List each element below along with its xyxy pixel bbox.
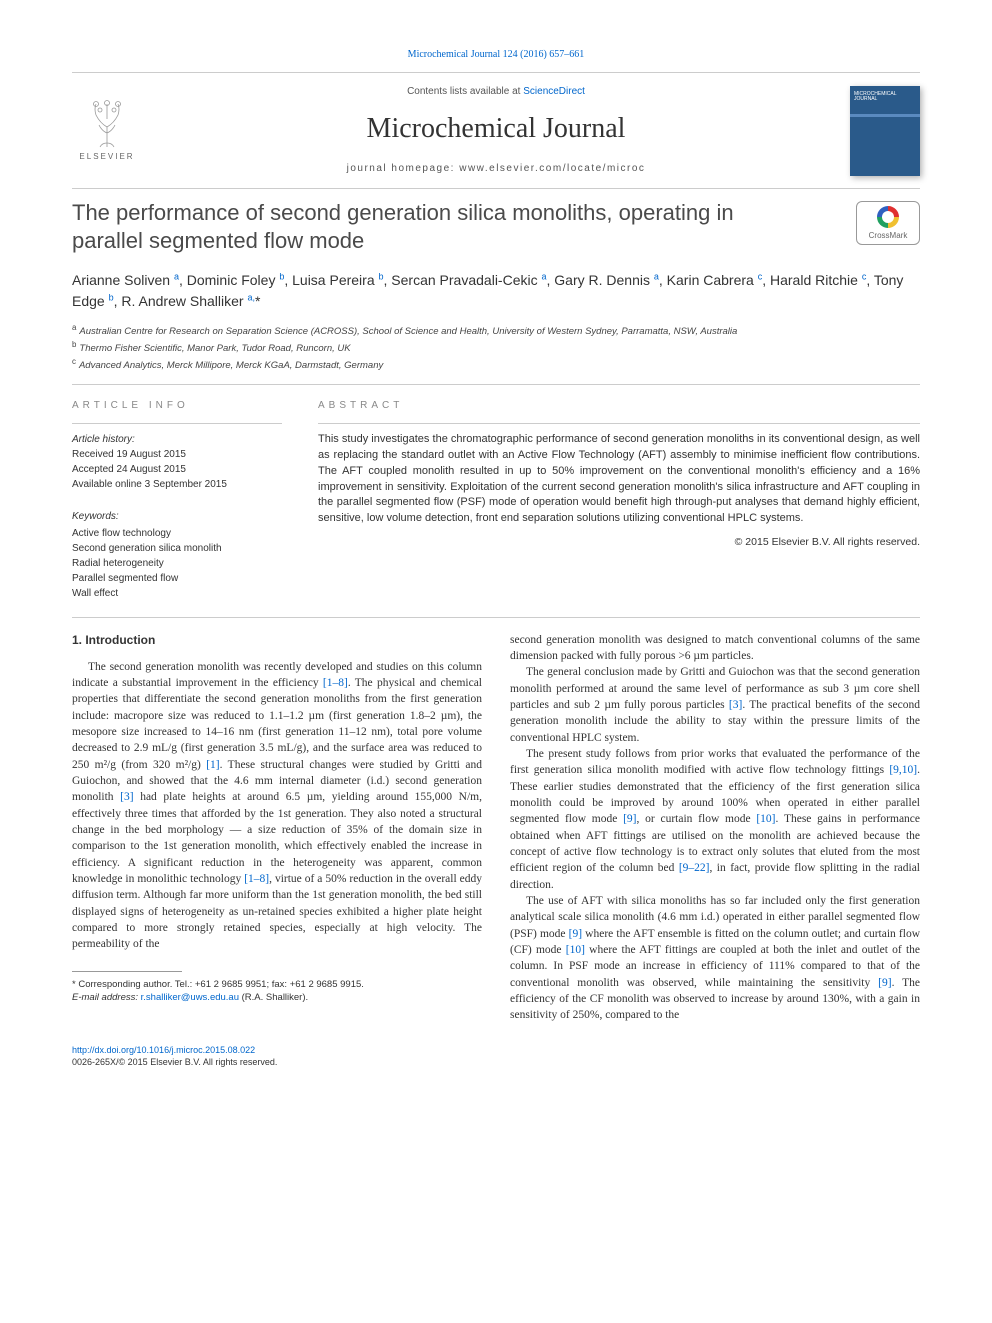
divider-info [72, 423, 282, 424]
running-head-citation: Microchemical Journal 124 (2016) 657–661 [72, 48, 920, 62]
keyword-item: Active flow technology [72, 526, 282, 541]
contents-lists-line: Contents lists available at ScienceDirec… [142, 85, 850, 99]
crossmark-icon [877, 206, 899, 228]
footnote-email-line: E-mail address: r.shalliker@uws.edu.au (… [72, 991, 482, 1004]
keyword-item: Wall effect [72, 586, 282, 601]
issn-copyright-line: 0026-265X/© 2015 Elsevier B.V. All right… [72, 1056, 920, 1069]
affiliation-list: aAustralian Centre for Research on Separ… [72, 322, 920, 374]
journal-name: Microchemical Journal [142, 109, 850, 148]
divider-below-meta [72, 617, 920, 618]
doi-link[interactable]: http://dx.doi.org/10.1016/j.microc.2015.… [72, 1045, 255, 1055]
affiliation-c: cAdvanced Analytics, Merck Millipore, Me… [72, 356, 920, 373]
col2-p4: The use of AFT with silica monoliths has… [510, 893, 920, 1024]
affiliation-b: bThermo Fisher Scientific, Manor Park, T… [72, 339, 920, 356]
column-right: second generation monolith was designed … [510, 632, 920, 1024]
abstract-block: abstract This study investigates the chr… [318, 399, 920, 601]
footnote-rule [72, 971, 182, 972]
crossmark-label: CrossMark [869, 230, 908, 241]
history-online: Available online 3 September 2015 [72, 477, 282, 492]
col1-p1: The second generation monolith was recen… [72, 659, 482, 953]
bottom-doi-block: http://dx.doi.org/10.1016/j.microc.2015.… [72, 1044, 920, 1069]
homepage-prefix: journal homepage: [347, 163, 460, 174]
footnote-email-label: E-mail address: [72, 992, 141, 1003]
crossmark-badge[interactable]: CrossMark [856, 201, 920, 245]
footnote-email-suffix: (R.A. Shalliker). [239, 992, 308, 1003]
history-head: Article history: [72, 432, 282, 447]
col2-p2: The general conclusion made by Gritti an… [510, 664, 920, 746]
article-info-block: article info Article history: Received 1… [72, 399, 282, 601]
author-list: Arianne Soliven a, Dominic Foley b, Luis… [72, 270, 920, 312]
journal-cover-thumb: MICROCHEMICAL JOURNAL [850, 86, 920, 176]
cover-title: MICROCHEMICAL JOURNAL [854, 92, 916, 103]
divider-abstract [318, 423, 920, 424]
column-left: 1. Introduction The second generation mo… [72, 632, 482, 1024]
elsevier-brand-text: ELSEVIER [79, 151, 134, 162]
keywords-head: Keywords: [72, 510, 282, 524]
footnote-email-link[interactable]: r.shalliker@uws.edu.au [141, 992, 239, 1003]
cover-stripe [850, 114, 920, 117]
article-title: The performance of second generation sil… [72, 199, 792, 255]
affiliation-c-text: Advanced Analytics, Merck Millipore, Mer… [79, 360, 383, 371]
elsevier-tree-icon [82, 99, 132, 149]
abstract-label: abstract [318, 399, 920, 413]
col2-p3: The present study follows from prior wor… [510, 746, 920, 893]
col2-p1: second generation monolith was designed … [510, 632, 920, 665]
section-1-heading: 1. Introduction [72, 632, 482, 649]
elsevier-logo: ELSEVIER [72, 91, 142, 171]
journal-homepage-line: journal homepage: www.elsevier.com/locat… [142, 162, 850, 176]
keyword-item: Parallel segmented flow [72, 571, 282, 586]
divider-above-meta [72, 384, 920, 385]
abstract-text: This study investigates the chromatograp… [318, 432, 920, 528]
journal-header-band: ELSEVIER Contents lists available at Sci… [72, 72, 920, 189]
header-center: Contents lists available at ScienceDirec… [142, 85, 850, 176]
affiliation-a-text: Australian Centre for Research on Separa… [79, 326, 737, 337]
homepage-url: www.elsevier.com/locate/microc [459, 163, 645, 174]
history-received: Received 19 August 2015 [72, 447, 282, 462]
keyword-item: Radial heterogeneity [72, 556, 282, 571]
meta-row: article info Article history: Received 1… [72, 399, 920, 601]
keyword-item: Second generation silica monolith [72, 541, 282, 556]
contents-prefix: Contents lists available at [407, 86, 523, 97]
affiliation-b-text: Thermo Fisher Scientific, Manor Park, Tu… [79, 343, 350, 354]
abstract-copyright: © 2015 Elsevier B.V. All rights reserved… [318, 535, 920, 550]
footnote-corr: * Corresponding author. Tel.: +61 2 9685… [72, 978, 482, 991]
keywords-list: Active flow technologySecond generation … [72, 526, 282, 601]
affiliation-a: aAustralian Centre for Research on Separ… [72, 322, 920, 339]
body-columns: 1. Introduction The second generation mo… [72, 632, 920, 1024]
article-info-label: article info [72, 399, 282, 413]
history-accepted: Accepted 24 August 2015 [72, 462, 282, 477]
corresponding-author-footnote: * Corresponding author. Tel.: +61 2 9685… [72, 978, 482, 1005]
sciencedirect-link[interactable]: ScienceDirect [523, 86, 585, 97]
history-block: Article history: Received 19 August 2015… [72, 432, 282, 492]
